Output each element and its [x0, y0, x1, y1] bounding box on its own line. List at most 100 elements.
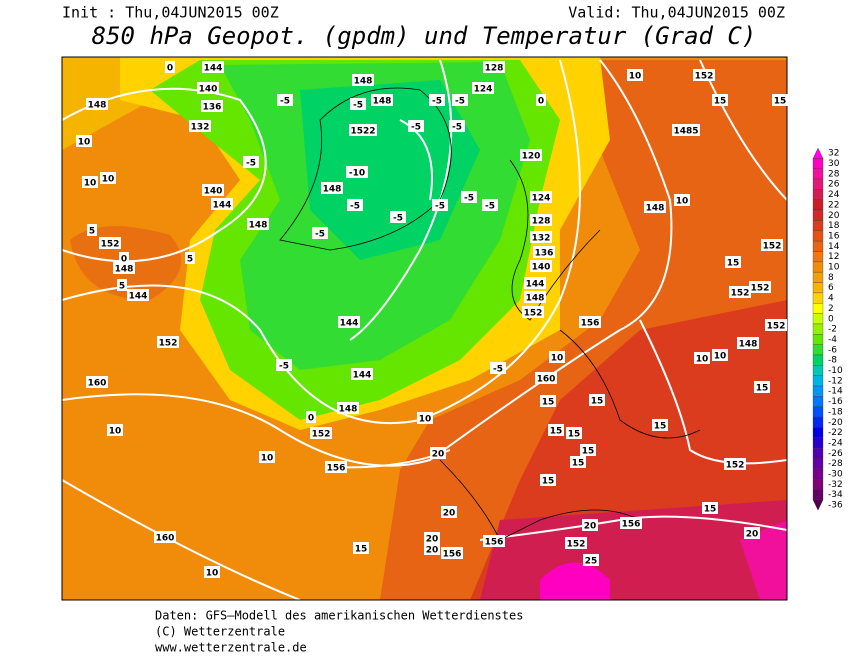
init-time: Init : Thu,04JUN2015 00Z: [62, 4, 279, 22]
label-box: [113, 262, 135, 274]
label-box: [154, 531, 176, 543]
contour-label: -5: [435, 202, 445, 212]
footer-source: Daten: GFS—Modell des amerikanischen Wet…: [155, 609, 523, 623]
label-box: [306, 411, 316, 423]
contour-label: -5: [452, 123, 462, 133]
contour-label: 20: [426, 546, 439, 556]
label-box: [482, 199, 498, 211]
label-box: [725, 256, 741, 268]
label-box: [347, 199, 363, 211]
legend-label: 14: [828, 242, 840, 252]
label-box: [490, 362, 506, 374]
contour-label: 124: [532, 194, 551, 204]
legend-swatch: [812, 158, 824, 169]
contour-label: 148: [373, 97, 392, 107]
contour-label: 152: [159, 339, 178, 349]
map-title: 850 hPa Geopot. (gpdm) und Temperatur (G…: [92, 22, 757, 50]
legend-label: 26: [828, 180, 840, 190]
contour-label: 160: [156, 534, 175, 544]
label-box: [351, 368, 373, 380]
label-box: [749, 281, 771, 293]
contour-label: 140: [199, 85, 218, 95]
legend-swatch: [812, 489, 824, 501]
contour-label: 148: [739, 340, 758, 350]
label-box: [259, 451, 275, 463]
contour-label: 132: [191, 123, 210, 133]
contour-label: 20: [746, 530, 759, 540]
contour-label: 148: [646, 204, 665, 214]
label-box: [530, 260, 552, 272]
label-box: [461, 191, 477, 203]
legend-swatch: [812, 230, 824, 242]
label-box: [712, 94, 728, 106]
label-box: [204, 566, 220, 578]
legend-label: 24: [828, 190, 840, 200]
legend-swatch: [812, 406, 824, 418]
legend-swatch: [812, 458, 824, 469]
contour-label: 10: [102, 175, 115, 185]
label-box: [310, 427, 332, 439]
contour-label: 5: [187, 255, 193, 265]
contour-label: 15: [774, 97, 787, 107]
label-box: [185, 252, 195, 264]
contour-label: 10: [84, 179, 97, 189]
contour-label: 10: [419, 415, 432, 425]
contour-label: 1522: [350, 127, 375, 137]
label-box: [672, 124, 700, 136]
label-box: [694, 352, 710, 364]
label-box: [540, 395, 556, 407]
contour-label: 156: [485, 538, 504, 548]
contour-label: 20: [426, 535, 439, 545]
contour-label: 144: [526, 280, 545, 290]
legend-label: -24: [828, 438, 843, 448]
label-box: [82, 176, 98, 188]
legend-label: 10: [828, 263, 840, 273]
contour-label: 156: [622, 520, 641, 530]
label-box: [99, 237, 121, 249]
label-box: [620, 517, 642, 529]
label-box: [201, 100, 223, 112]
contour-label: 148: [339, 405, 358, 415]
legend-swatch: [812, 354, 824, 366]
legend-swatch: [812, 168, 824, 180]
contour-label: 152: [767, 322, 786, 332]
legend-label: 6: [828, 283, 834, 293]
contour-label: 144: [204, 64, 223, 74]
legend-swatch: [812, 251, 824, 262]
contour-label: 0: [121, 255, 127, 265]
label-box: [312, 227, 328, 239]
label-box: [337, 402, 359, 414]
contour-label: 128: [485, 64, 504, 74]
legend-swatch: [812, 261, 824, 273]
contour-label: 144: [340, 319, 359, 329]
label-box: [724, 458, 746, 470]
legend-label: -14: [828, 387, 843, 397]
label-box: [350, 98, 366, 110]
legend-label: 2: [828, 304, 834, 314]
contour-label: 128: [532, 217, 551, 227]
contour-label: 148: [323, 185, 342, 195]
label-box: [627, 69, 643, 81]
contour-label: 20: [584, 522, 597, 532]
label-box: [579, 316, 601, 328]
label-box: [325, 461, 347, 473]
legend-swatch: [812, 468, 824, 480]
contour-label: 148: [115, 265, 134, 275]
contour-label: -5: [279, 362, 289, 372]
contour-label: -5: [485, 202, 495, 212]
color-legend: 32302826242220181614121086420-2-4-6-8-10…: [812, 147, 843, 511]
contour-label: 152: [763, 242, 782, 252]
contour-label: 15: [572, 459, 585, 469]
contour-label: 160: [88, 379, 107, 389]
label-box: [674, 194, 690, 206]
contour-label: -5: [493, 365, 503, 375]
label-box: [277, 94, 293, 106]
contour-label: 148: [354, 77, 373, 87]
contour-label: 5: [119, 282, 125, 292]
legend-label: -32: [828, 480, 843, 490]
contour-label: 15: [542, 477, 555, 487]
legend-swatch: [812, 323, 824, 335]
contour-label: 0: [167, 64, 173, 74]
label-box: [107, 424, 123, 436]
